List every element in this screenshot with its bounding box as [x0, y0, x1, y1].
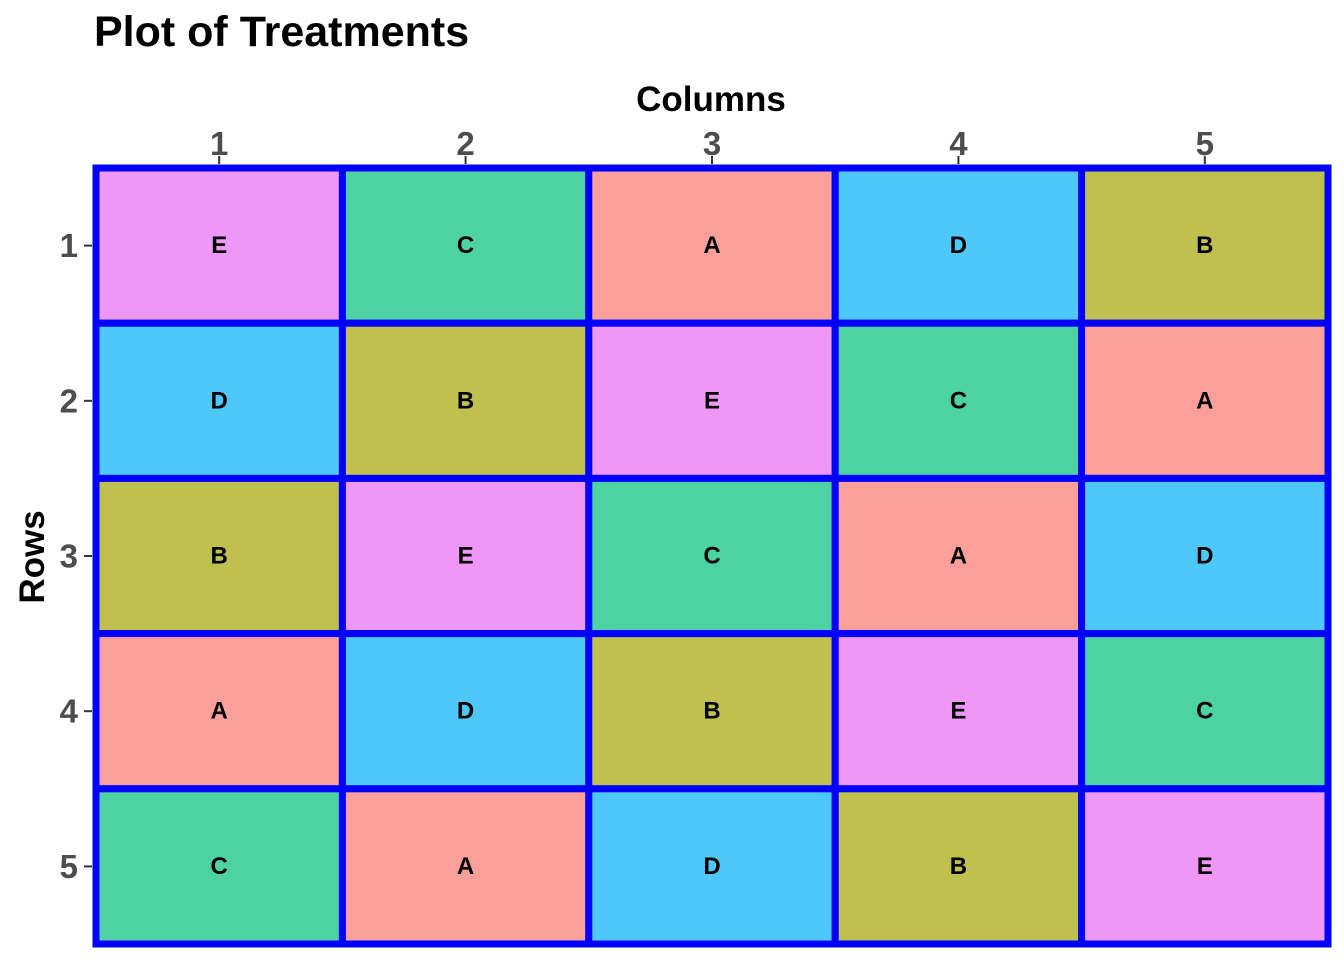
cell-r2-c5: [1078, 319, 1332, 482]
x-tick-label-1: 1: [210, 125, 228, 162]
cell-r3-c5: [1078, 474, 1332, 638]
cell-label-r2-c1: D: [211, 387, 228, 414]
cell-r5-c5: [1078, 785, 1332, 948]
x-tick-label-3: 3: [703, 125, 721, 162]
y-axis-title: Rows: [13, 510, 52, 603]
cell-r4-c5: [1078, 630, 1332, 793]
cell-label-r5-c4: B: [950, 853, 967, 880]
cell-r3-c3: [585, 474, 839, 638]
cell-r1-c1: [92, 164, 346, 327]
cell-r3-c4: [831, 474, 1086, 638]
cell-r2-c3: [585, 319, 839, 482]
cell-label-r2-c5: A: [1196, 387, 1213, 414]
cell-r5-c4: [831, 785, 1086, 948]
x-tick-label-5: 5: [1196, 125, 1214, 162]
cell-label-r3-c1: B: [211, 543, 228, 570]
cell-r1-c3: [585, 164, 839, 327]
cell-label-r2-c3: E: [704, 387, 720, 414]
x-axis: 1 2 3 4 5: [210, 125, 1214, 164]
cell-r5-c2: [338, 785, 593, 948]
cell-label-r4-c1: A: [211, 698, 228, 725]
cell-r4-c4: [831, 630, 1086, 793]
y-tick-label-3: 3: [60, 538, 78, 575]
cell-r1-c2: [338, 164, 593, 327]
cell-label-r5-c5: E: [1197, 853, 1213, 880]
cell-label-r3-c4: A: [950, 543, 967, 570]
x-axis-title: Columns: [636, 80, 786, 119]
cell-label-r1-c3: A: [703, 232, 720, 259]
y-tick-label-2: 2: [60, 382, 78, 419]
cell-label-r2-c4: C: [950, 387, 967, 414]
cell-label-r1-c2: C: [457, 232, 474, 259]
cell-labels-layer: E C A D B D B E C A B E C A D A D B E C C A D B E: [211, 232, 1214, 880]
x-tick-label-2: 2: [456, 125, 474, 162]
cell-label-r3-c3: C: [703, 543, 720, 570]
y-tick-label-5: 5: [60, 848, 78, 885]
cell-label-r1-c5: B: [1196, 232, 1213, 259]
cell-label-r2-c2: B: [457, 387, 474, 414]
cell-label-r3-c2: E: [458, 543, 474, 570]
cell-label-r4-c3: B: [703, 698, 720, 725]
cell-label-r5-c2: A: [457, 853, 474, 880]
cell-r4-c3: [585, 630, 839, 793]
y-tick-label-1: 1: [60, 227, 78, 264]
cell-label-r3-c5: D: [1196, 543, 1213, 570]
cell-r5-c3: [585, 785, 839, 948]
x-tick-label-4: 4: [949, 125, 968, 162]
cell-label-r5-c3: D: [703, 853, 720, 880]
y-axis: 1 2 3 4 5: [60, 227, 92, 885]
cell-label-r4-c2: D: [457, 698, 474, 725]
cell-r5-c1: [92, 785, 346, 948]
cells-layer: [92, 164, 1332, 948]
cell-label-r4-c4: E: [950, 698, 966, 725]
cell-r4-c1: [92, 630, 346, 793]
chart-title: Plot of Treatments: [94, 8, 470, 56]
cell-label-r4-c5: C: [1196, 698, 1213, 725]
cell-label-r5-c1: C: [211, 853, 228, 880]
cell-label-r1-c1: E: [211, 232, 227, 259]
y-tick-label-4: 4: [60, 693, 79, 730]
cell-r4-c2: [338, 630, 593, 793]
cell-label-r1-c4: D: [950, 232, 967, 259]
cell-r3-c2: [338, 474, 593, 638]
